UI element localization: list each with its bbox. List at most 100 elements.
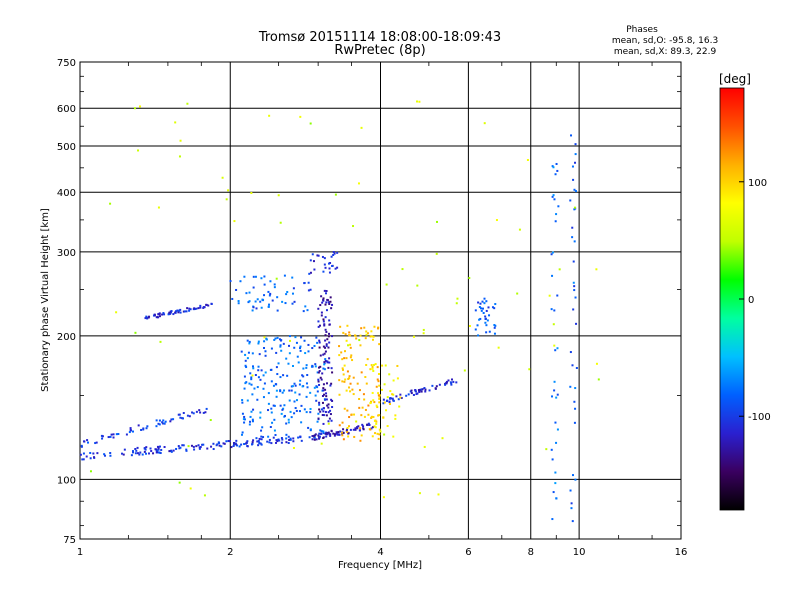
data-point [572,308,575,311]
data-point [332,251,335,254]
data-point [595,362,598,365]
data-point [150,450,153,453]
data-point [169,311,172,314]
data-point [152,452,155,455]
data-point [388,400,391,403]
data-point [570,502,573,505]
data-point [252,286,255,289]
data-point [212,448,215,451]
data-point [285,293,288,296]
data-point [320,378,323,381]
data-point [366,358,369,361]
data-point [172,313,175,316]
data-point [297,436,300,439]
data-point [82,458,85,461]
data-point [371,391,374,394]
data-point [319,376,322,379]
data-point [254,275,257,278]
data-point [330,398,333,401]
data-point [362,428,365,431]
data-point [418,389,421,392]
data-point [193,307,196,310]
data-point [485,324,488,327]
data-point [390,397,393,400]
data-point [287,362,290,365]
data-point [484,321,487,324]
data-point [252,306,255,309]
data-point [264,371,267,374]
data-point [143,450,146,453]
data-point [416,284,419,287]
data-point [339,430,342,433]
data-point [318,403,321,406]
data-point [283,414,286,417]
data-point [327,346,330,349]
data-point [336,251,339,254]
data-point [322,383,325,386]
data-point [317,417,320,420]
data-point [306,386,309,389]
data-point [189,487,192,490]
data-point [243,421,246,424]
data-point [133,107,136,110]
data-point [268,441,271,444]
data-point [251,441,254,444]
data-point [335,432,338,435]
data-point [377,372,380,375]
data-point [569,489,572,492]
data-point [493,332,496,335]
data-point [478,318,481,321]
x-axis-label: Frequency [MHz] [338,560,422,571]
data-point [227,440,230,443]
data-point [361,423,364,426]
data-point [377,380,380,383]
data-point [325,398,328,401]
data-point [281,438,284,441]
data-point [449,381,452,384]
data-point [273,283,276,286]
data-point [422,328,425,331]
data-point [556,428,559,431]
data-point [318,370,321,373]
data-point [318,339,321,342]
data-point [243,443,246,446]
x-axis-ticks: 1 2 4 6 8 10 16 [77,62,687,558]
data-point [256,398,259,401]
data-point [139,451,142,454]
data-point [367,413,370,416]
data-point [231,297,234,300]
data-point [572,281,575,284]
data-point [374,363,377,366]
data-point [112,436,115,439]
data-point [298,393,301,396]
data-point [245,292,248,295]
data-point [328,341,331,344]
x-tick-label: 2 [227,547,233,558]
data-point [317,434,320,437]
data-point [293,346,296,349]
data-point [332,254,335,257]
data-point [249,420,252,423]
data-point [235,288,238,291]
data-point [322,318,325,321]
data-point [197,444,200,447]
data-point [314,363,317,366]
data-point [573,421,576,424]
data-point [298,383,301,386]
data-point [329,384,332,387]
data-point [358,406,361,409]
data-point [265,338,268,341]
data-point [272,436,275,439]
data-point [228,440,231,443]
data-point [201,443,204,446]
data-point [311,365,314,368]
data-point [274,434,277,437]
data-point [379,430,382,433]
data-point [317,320,320,323]
data-point [273,429,276,432]
data-point [400,397,403,400]
data-point [372,416,375,419]
data-point [360,434,363,437]
data-point [359,344,362,347]
data-point [487,306,490,309]
